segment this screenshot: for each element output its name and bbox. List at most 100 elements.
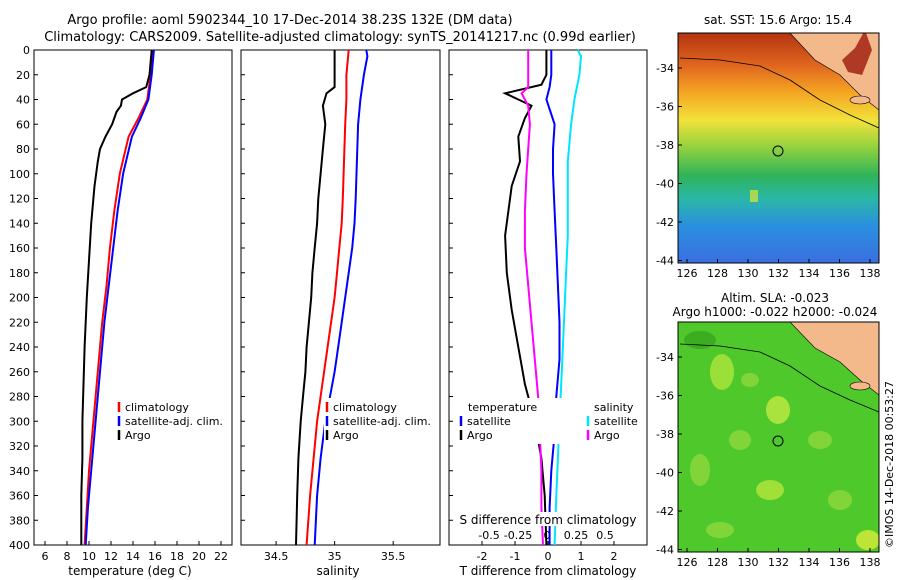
salinity-x-tick-label: 35 [328,550,342,563]
map-lat-tick-label: -38 [656,428,674,441]
salinity-line-climatology [305,49,350,546]
sst-map-title: sat. SST: 15.6 Argo: 15.4 [704,13,852,27]
temperature-x-tick-label: 16 [148,550,162,563]
temperature-line-argo [80,49,153,545]
difference-top-xlabel: S difference from climatology [460,513,637,527]
salinity-x-tick-label: 34.5 [264,550,289,563]
depth-tick-label: 120 [9,193,30,206]
difference-xlabel: T difference from climatology [459,564,637,578]
sst-map-axes: 126 128 130 132 134 136 138 -34 -36 -38 -40 -42 -44 [656,62,880,280]
temperature-x-tick-label: 6 [42,550,49,563]
legend-label-climatology: climatology [333,401,397,414]
map-lon-tick-label: 136 [829,267,850,280]
difference-x-axis: -2 -1 0 1 2 [477,541,618,563]
depth-tick-label: 240 [9,341,30,354]
figure-title-line2: Climatology: CARS2009. Satellite-adjuste… [44,30,636,45]
depth-tick-label: 380 [9,514,30,527]
difference-x-tick-label: 1 [578,550,585,563]
legend-label-s-argo: Argo [594,429,620,442]
legend-label-argo: Argo [333,429,359,442]
map-lon-tick-label: 126 [677,556,698,569]
temperature-x-tick-label: 10 [82,550,96,563]
legend-title-temperature: temperature [468,401,537,414]
depth-tick-label: 360 [9,490,30,503]
sla-land [789,322,879,396]
depth-tick-label: 100 [9,168,30,181]
depth-tick-label: 220 [9,316,30,329]
legend-label-satellite: satellite-adj. clim. [333,415,431,428]
map-lon-tick-label: 130 [738,556,759,569]
depth-tick-label: 300 [9,415,30,428]
depth-tick-label: 400 [9,539,30,552]
figure-title-line1: Argo profile: aoml 5902344_10 17-Dec-201… [67,13,512,28]
depth-tick-label: 260 [9,366,30,379]
salinity-series [295,49,369,546]
map-lon-tick-label: 132 [768,556,789,569]
temperature-x-tick-label: 22 [214,550,228,563]
sla-map [678,322,879,552]
map-lon-tick-label: 138 [860,267,881,280]
salinity-difference-x-axis: -0.5 -0.25 0 0.25 0.5 [478,529,613,542]
map-lat-tick-label: -36 [656,390,674,403]
map-lat-tick-label: -36 [656,101,674,114]
sla-argo-location-marker [772,435,784,447]
depth-axis: 0 20 40 60 80 100 120 140 160 180 200 220 240 260 280 3… [9,44,453,552]
difference-plot-frame [448,49,648,546]
map-lat-tick-label: -40 [656,178,674,191]
temperature-xlabel: temperature (deg C) [68,564,191,578]
difference-x-tick-label: 0 [545,550,552,563]
temperature-x-axis: 6 8 10 12 14 16 18 20 22 [42,541,228,563]
sst-warm-patch [750,190,758,202]
salinity-legend: climatology satellite-adj. clim. Argo [324,398,439,444]
difference-x-tick-label: 2 [611,550,618,563]
map-lat-tick-label: -34 [656,62,674,75]
difference-line-temperature-satellite [545,50,561,545]
s-difference-tick-label: 0.25 [564,529,589,542]
s-difference-tick-label: -0.5 [478,529,499,542]
legend-title-salinity: salinity [594,401,634,414]
temperature-plot-frame [33,49,233,546]
sla-map-title-line2: Argo h1000: -0.022 h2000: -0.024 [673,305,878,319]
map-lat-tick-label: -42 [656,216,674,229]
map-lat-tick-label: -38 [656,139,674,152]
depth-tick-label: 320 [9,440,30,453]
map-lon-tick-label: 132 [768,267,789,280]
depth-tick-label: 160 [9,242,30,255]
s-difference-tick-label: 0.5 [596,529,614,542]
salinity-line-argo [295,50,336,546]
depth-tick-label: 200 [9,292,30,305]
sla-map-axes: 126 128 130 132 134 136 138 -34 -36 -38 -40 -42 -44 [656,351,880,569]
salinity-plot-frame [240,49,441,546]
difference-series [502,49,583,546]
map-lon-tick-label: 126 [677,267,698,280]
temperature-legend: climatology satellite-adj. clim. Argo [116,398,231,444]
sst-gulf-warm [842,33,872,75]
legend-label-s-satellite: satellite [594,415,638,428]
legend-label-argo: Argo [125,429,151,442]
temperature-line-satellite-adj-clim- [84,49,155,546]
legend-label-t-satellite: satellite [467,415,511,428]
map-lon-tick-label: 128 [707,267,728,280]
depth-tick-label: 40 [16,94,30,107]
map-lat-tick-label: -44 [656,255,674,268]
map-lon-tick-label: 134 [799,556,820,569]
temperature-x-tick-label: 20 [192,550,206,563]
map-lat-tick-label: -42 [656,505,674,518]
salinity-x-axis: 34.5 35 35.5 [264,541,405,563]
s-difference-tick-label: -0.25 [504,529,532,542]
temperature-x-tick-label: 12 [104,550,118,563]
depth-tick-label: 180 [9,267,30,280]
imos-credit: ©IMOS 14-Dec-2018 00:53:27 [883,381,896,548]
salinity-line-satellite-adj-clim- [313,49,369,546]
map-lon-tick-label: 130 [738,267,759,280]
depth-tick-label: 20 [16,69,30,82]
depth-tick-label: 80 [16,143,30,156]
temperature-series [80,49,155,546]
sst-map [678,33,879,263]
legend-label-satellite: satellite-adj. clim. [125,415,223,428]
legend-label-t-argo: Argo [467,429,493,442]
depth-tick-label: 60 [16,118,30,131]
difference-line-salinity-argo [520,50,544,546]
sst-isobath [679,57,879,129]
